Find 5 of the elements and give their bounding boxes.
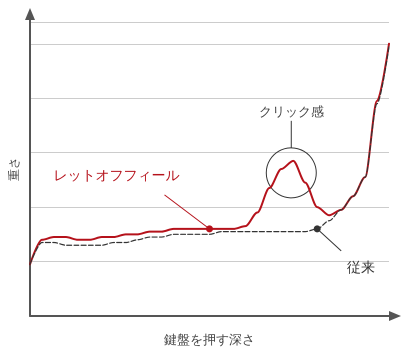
text: レットオフフィール — [54, 168, 180, 184]
x-axis-title: 鍵盤を押す深さ — [164, 333, 255, 348]
annotation: クリック感 — [258, 104, 324, 120]
text: 従来 — [347, 260, 376, 276]
y-axis-title: 重さ — [7, 157, 21, 181]
